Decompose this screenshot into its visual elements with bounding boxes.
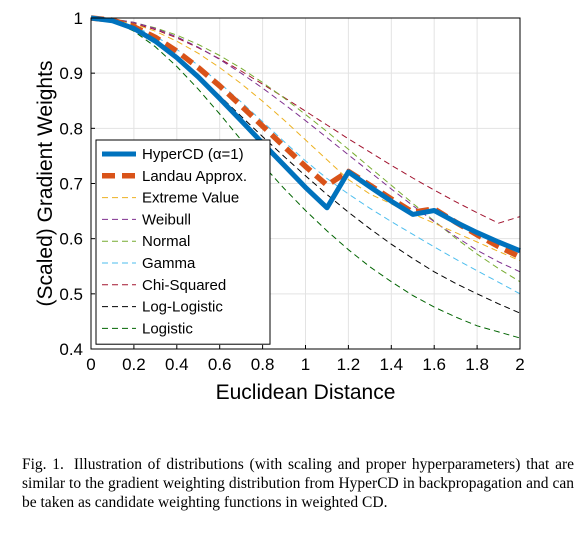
series-line-8 <box>90 17 521 339</box>
series-line-4 <box>90 17 521 283</box>
legend-label-7: Log-Logistic <box>142 299 223 316</box>
legend-label-1: Landau Approx. <box>142 168 247 185</box>
legend-label-3: Weibull <box>142 211 191 228</box>
x-axis-label: Euclidean Distance <box>216 381 396 404</box>
legend-label-2: Extreme Value <box>142 190 239 207</box>
series-line-1 <box>90 15 522 260</box>
x-tick-label: 0.6 <box>208 355 232 374</box>
y-tick-label: 0.6 <box>59 230 83 249</box>
x-tick-label: 1.2 <box>337 355 361 374</box>
series-line-7 <box>90 17 521 314</box>
x-tick-label: 0.4 <box>165 355 189 374</box>
y-tick-label: 0.7 <box>59 175 83 194</box>
legend: HyperCD (α=1) Landau Approx. Extreme Value… <box>95 139 271 345</box>
legend-label-0: HyperCD (α=1) <box>142 146 244 163</box>
series-line-6 <box>90 17 521 224</box>
series-layer <box>90 15 522 339</box>
series-line-2 <box>90 17 521 262</box>
y-axis-label: (Scaled) Gradient Weights <box>34 61 57 307</box>
x-tick-label: 2 <box>515 355 524 374</box>
x-tick-label: 1 <box>301 355 310 374</box>
line-chart: 0 0.2 0.4 0.6 0.8 1 1.2 1.4 1.6 1.8 2 0.4 0.5 0.6 0.7 0… <box>34 9 525 404</box>
series-line-0 <box>90 15 521 254</box>
x-tick-label: 1.6 <box>422 355 446 374</box>
y-tick-label: 0.9 <box>59 64 83 83</box>
x-tick-label: 1.4 <box>379 355 403 374</box>
caption-label: Fig. 1. <box>22 456 64 473</box>
legend-label-4: Normal <box>142 233 190 250</box>
legend-label-6: Chi-Squared <box>142 277 226 294</box>
x-tick-label: 0.8 <box>251 355 275 374</box>
series-line-5 <box>90 17 521 295</box>
y-tick-label: 0.5 <box>59 285 83 304</box>
legend-label-5: Gamma <box>142 255 196 272</box>
figure-caption: Fig. 1. Illustration of distributions (wi… <box>22 455 574 512</box>
caption-text: Illustration of distributions (with scal… <box>22 456 574 511</box>
legend-label-8: Logistic <box>142 320 193 337</box>
x-tick-label: 0.2 <box>122 355 146 374</box>
y-tick-label: 1 <box>74 9 83 28</box>
y-tick-label: 0.8 <box>59 119 83 138</box>
y-tick-label: 0.4 <box>59 340 83 359</box>
x-tick-label: 1.8 <box>465 355 489 374</box>
axis-ticks: 0 0.2 0.4 0.6 0.8 1 1.2 1.4 1.6 1.8 2 0.4 0.5 0.6 0.7 0… <box>59 9 524 374</box>
x-tick-label: 0 <box>86 355 95 374</box>
series-line-3 <box>90 17 521 273</box>
